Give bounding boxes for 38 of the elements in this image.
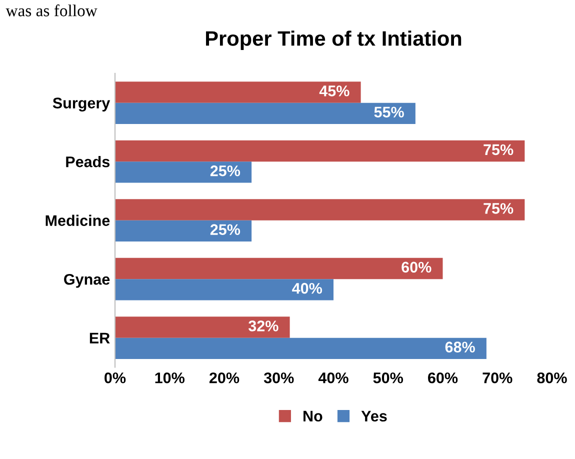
bar: [115, 258, 443, 280]
data-label: 25%: [210, 165, 240, 176]
bar: [115, 162, 252, 183]
x-tick-label: 30%: [264, 372, 294, 384]
x-tick-label: 40%: [318, 372, 348, 384]
y-tick-label: ER: [90, 332, 110, 344]
data-label: 32%: [248, 320, 278, 332]
data-label: 60%: [402, 262, 432, 273]
data-label: 75%: [484, 144, 514, 156]
legend-label: Yes: [361, 410, 387, 422]
chart-title: Proper Time of tx Intiation: [206, 30, 462, 50]
y-tick-label: Surgery: [52, 98, 110, 112]
bar: [115, 220, 252, 242]
data-label: 68%: [445, 342, 475, 352]
bar: [115, 279, 334, 300]
x-tick-label: 10%: [155, 372, 185, 384]
data-label: 45%: [319, 86, 350, 96]
bar: [115, 102, 416, 124]
bar: [115, 82, 361, 103]
bar: [115, 316, 290, 338]
text: was as follow: [6, 4, 98, 16]
bar: [115, 199, 525, 220]
x-tick-label: 70%: [482, 372, 512, 384]
bar: [115, 140, 525, 162]
x-tick-label: 0%: [104, 372, 126, 384]
x-tick-label: 50%: [373, 372, 404, 384]
y-tick-label: Peads: [66, 156, 110, 168]
data-label: 25%: [210, 224, 240, 235]
data-label: 55%: [374, 106, 404, 118]
x-tick-label: 20%: [209, 372, 240, 384]
y-tick-label: Gynae: [64, 274, 110, 288]
legend-label: No: [304, 410, 322, 422]
data-label: 40%: [292, 282, 322, 294]
bar: [115, 338, 486, 359]
x-tick-label: 60%: [428, 372, 458, 384]
x-tick-label: 80%: [537, 372, 567, 384]
data-label: 75%: [484, 203, 514, 214]
y-tick-label: Medicine: [46, 214, 110, 226]
